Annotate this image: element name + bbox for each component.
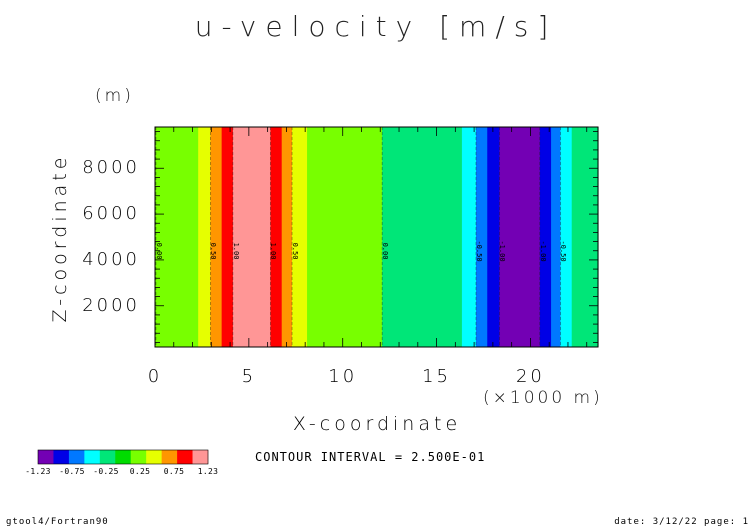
axis-ticks <box>154 127 598 347</box>
contour-label-1: 0.50 <box>209 242 218 260</box>
x-tick-label-2: 10 <box>328 366 358 387</box>
band-17 <box>571 127 599 347</box>
contour-label-9: -0.50 <box>559 240 568 262</box>
colorbar-label-3: 0.25 <box>129 467 151 476</box>
band-6 <box>281 127 293 347</box>
contour-label-7: -1.00 <box>498 240 507 262</box>
band-0 <box>155 127 199 347</box>
contour-label-3: 1.00 <box>269 242 278 260</box>
colorbar-swatch-8 <box>161 450 178 464</box>
contour-label-0: 0.00 <box>154 242 163 260</box>
y-tick-label-3: 8000 <box>82 157 140 179</box>
band-11 <box>475 127 488 347</box>
band-2 <box>210 127 223 347</box>
colorbar-label-0: -1.23 <box>25 467 51 476</box>
colorbar-swatch-10 <box>192 450 209 464</box>
x-unit-label: (×1000 m) <box>483 388 603 408</box>
contour-lines <box>155 127 561 347</box>
x-tick-label-0: 0 <box>147 366 163 387</box>
colorbar-border <box>37 449 209 465</box>
chart-title: u-velocity [m/s] <box>194 10 558 43</box>
y-tick-label-0: 2000 <box>82 294 140 316</box>
contour-label-2: 1.00 <box>231 242 240 260</box>
contour-label-5: 0.00 <box>381 242 390 260</box>
band-7 <box>292 127 308 347</box>
contour-label-6: -0.50 <box>474 240 483 262</box>
band-14 <box>539 127 552 347</box>
contour-label-8: -1.00 <box>538 240 547 262</box>
colorbar-swatch-5 <box>115 450 132 464</box>
band-5 <box>270 127 283 347</box>
footer-left: gtool4/Fortran90 <box>6 517 109 527</box>
y-tick-label-1: 4000 <box>82 248 140 270</box>
band-9 <box>382 127 463 347</box>
band-16 <box>560 127 573 347</box>
band-4 <box>232 127 272 347</box>
colorbar-swatch-6 <box>130 450 147 464</box>
x-tick-label-3: 15 <box>422 366 452 387</box>
colorbar-label-1: -0.75 <box>59 467 85 476</box>
band-15 <box>551 127 562 347</box>
colorbar-swatch-3 <box>84 450 101 464</box>
plot-border <box>154 126 599 348</box>
footer-right: date: 3/12/22 page: 1 <box>614 517 749 527</box>
colorbar-swatch-1 <box>53 450 70 464</box>
band-8 <box>307 127 383 347</box>
plot-frame <box>154 126 599 348</box>
colorbar <box>37 449 209 465</box>
y-tick-label-2: 6000 <box>82 203 140 225</box>
colorbar-swatch-7 <box>146 450 162 464</box>
contour-interval-note: CONTOUR INTERVAL = 2.500E-01 <box>255 450 486 464</box>
x-tick-label-4: 20 <box>515 366 545 387</box>
y-axis-label: Z-coordinate <box>49 153 71 323</box>
colorbar-label-5: 1.23 <box>197 467 219 476</box>
band-1 <box>198 127 211 347</box>
y-unit-label: (m) <box>95 86 134 106</box>
colorbar-label-2: -0.25 <box>93 467 119 476</box>
band-12 <box>487 127 501 347</box>
colorbar-swatch-0 <box>38 450 54 464</box>
band-13 <box>499 127 541 347</box>
colorbar-label-4: 0.75 <box>163 467 185 476</box>
contour-fill-bands <box>155 127 599 347</box>
x-tick-label-1: 5 <box>241 366 257 387</box>
contour-label-4: 0.50 <box>291 242 300 260</box>
colorbar-swatch-4 <box>99 450 116 464</box>
colorbar-swatch-2 <box>68 450 85 464</box>
band-10 <box>461 127 477 347</box>
band-3 <box>221 127 234 347</box>
colorbar-swatch-9 <box>177 450 193 464</box>
x-axis-label: X-coordinate <box>292 413 462 435</box>
